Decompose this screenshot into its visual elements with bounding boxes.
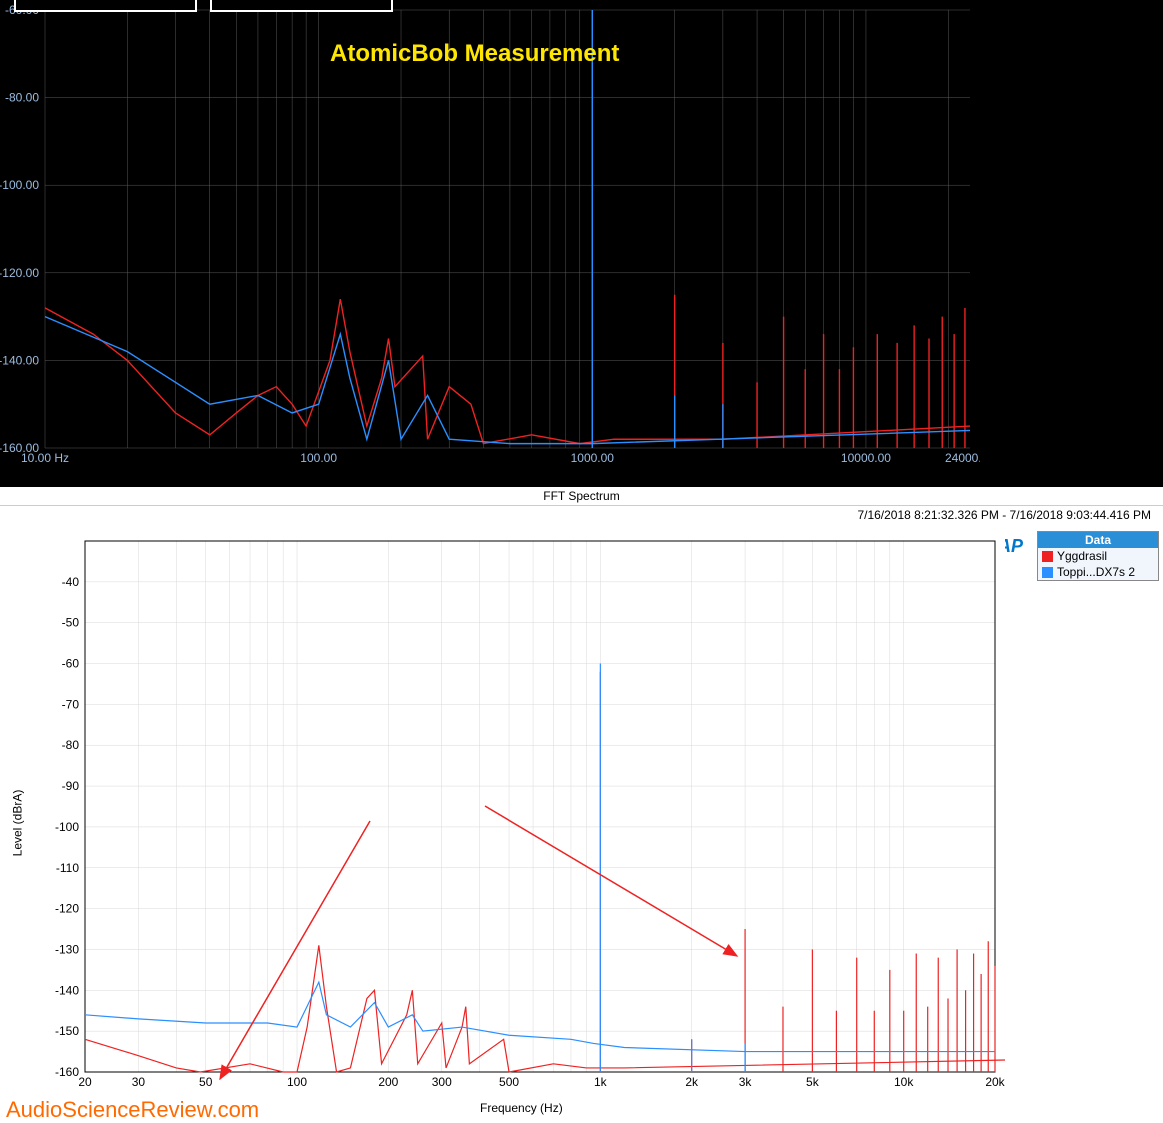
svg-text:3k: 3k <box>739 1075 753 1089</box>
svg-text:200: 200 <box>378 1075 398 1089</box>
x-axis-label: Frequency (Hz) <box>480 1101 563 1115</box>
svg-text:-160: -160 <box>55 1065 79 1079</box>
legend-header: Data <box>1038 532 1158 548</box>
svg-text:-70: -70 <box>62 697 80 711</box>
svg-text:10k: 10k <box>894 1075 914 1089</box>
svg-text:-140: -140 <box>55 983 79 997</box>
legend-row-2: Toppi...DX7s 2 <box>1038 564 1158 580</box>
svg-text:100: 100 <box>287 1075 307 1089</box>
y-axis-label: Level (dBrA) <box>10 790 24 857</box>
svg-text:-150: -150 <box>55 1024 79 1038</box>
db-readout-row: 122.2 dB 121.2 dB <box>10 0 397 12</box>
legend-box: Data Yggdrasil Toppi...DX7s 2 <box>1037 531 1159 581</box>
db-readout-2: 121.2 dB <box>210 0 393 12</box>
svg-text:1k: 1k <box>594 1075 608 1089</box>
svg-text:10000.00: 10000.00 <box>841 451 891 465</box>
svg-text:-100.00: -100.00 <box>0 178 39 192</box>
svg-text:-120: -120 <box>55 902 79 916</box>
top-chart-svg: 10.00 Hz100.001000.0010000.0024000.00-60… <box>0 0 980 470</box>
svg-text:300: 300 <box>432 1075 452 1089</box>
db-readout-1: 122.2 dB <box>14 0 197 12</box>
svg-text:-160.00: -160.00 <box>0 441 39 455</box>
svg-text:-40: -40 <box>62 575 80 589</box>
fft-caption: FFT Spectrum <box>0 487 1163 505</box>
svg-text:50: 50 <box>199 1075 213 1089</box>
svg-text:-90: -90 <box>62 779 80 793</box>
svg-text:100.00: 100.00 <box>300 451 337 465</box>
svg-text:-60: -60 <box>62 657 80 671</box>
svg-text:30: 30 <box>132 1075 146 1089</box>
svg-text:-100: -100 <box>55 820 79 834</box>
timestamp: 7/16/2018 8:21:32.326 PM - 7/16/2018 9:0… <box>857 508 1151 522</box>
legend-swatch-2 <box>1042 567 1053 578</box>
svg-text:-80: -80 <box>62 738 80 752</box>
svg-text:-110: -110 <box>56 861 79 875</box>
svg-text:-120.00: -120.00 <box>0 266 39 280</box>
svg-text:24000.00: 24000.00 <box>945 451 980 465</box>
watermark: AudioScienceReview.com <box>6 1097 259 1123</box>
top-chart-panel: 122.2 dB 121.2 dB AtomicBob Measurement … <box>0 0 1163 487</box>
svg-text:500: 500 <box>499 1075 519 1089</box>
svg-text:5k: 5k <box>806 1075 820 1089</box>
svg-text:-130: -130 <box>55 942 79 956</box>
top-chart-title: AtomicBob Measurement <box>330 40 619 68</box>
svg-text:1000.00: 1000.00 <box>571 451 615 465</box>
svg-text:-140.00: -140.00 <box>0 353 39 367</box>
legend-row-1: Yggdrasil <box>1038 548 1158 564</box>
svg-text:-80.00: -80.00 <box>5 91 39 105</box>
bottom-chart-panel: 7/16/2018 8:21:32.326 PM - 7/16/2018 9:0… <box>0 505 1163 1121</box>
svg-text:-50: -50 <box>62 616 80 630</box>
svg-text:2k: 2k <box>685 1075 699 1089</box>
svg-text:20: 20 <box>78 1075 92 1089</box>
legend-swatch-1 <box>1042 551 1053 562</box>
bottom-chart-svg: 20 30 50 100 200 300 500 1k 2k 3k 5k 10k 20k -40 -50 -6… <box>40 531 1005 1096</box>
svg-text:20k: 20k <box>985 1075 1005 1089</box>
